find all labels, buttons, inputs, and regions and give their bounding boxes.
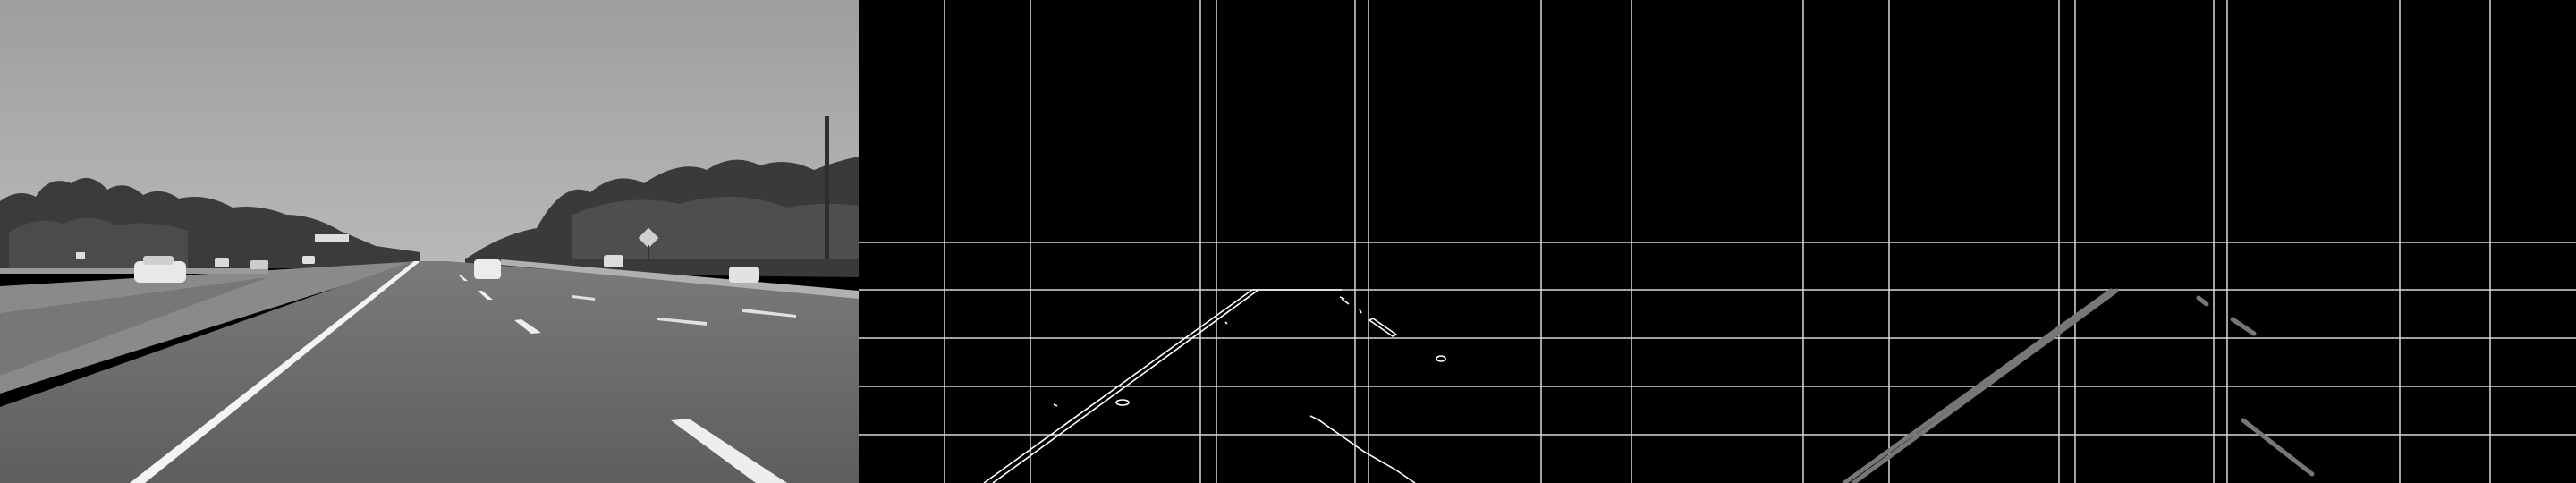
grid-lines: [859, 0, 1717, 483]
utility-pole-icon: [825, 116, 829, 259]
car-icon: [302, 256, 315, 264]
road-surface: [0, 261, 859, 483]
right-hill-highlight: [572, 196, 859, 259]
left-grass: [0, 261, 420, 394]
car-icon: [215, 258, 229, 267]
diamond-road-sign-icon: [638, 227, 659, 261]
car-icon: [474, 259, 501, 279]
original-road-image: [0, 0, 859, 483]
edge-detection-view: [859, 0, 1717, 483]
right-guardrail: [501, 259, 859, 299]
hough-lines-view: [1717, 0, 2576, 483]
left-lane-line: [130, 261, 420, 483]
far-lane-markings: [572, 295, 796, 326]
edge-lines: [983, 289, 1446, 483]
grid-lines: [1717, 0, 2576, 483]
edges-canvas: [859, 0, 1717, 483]
left-sign-post: [76, 252, 85, 259]
overhead-sign: [315, 234, 349, 242]
car-icon: [604, 255, 623, 267]
left-grass-shade: [0, 277, 268, 376]
lines-canvas: [1717, 0, 2576, 483]
car-icon: [250, 260, 268, 269]
dashed-lane-markings: [459, 275, 787, 483]
car-icon: [134, 256, 186, 283]
hough-lane-lines: [1842, 288, 2315, 483]
car-icon: [729, 267, 759, 283]
left-trees-highlight: [9, 217, 188, 268]
road-scene: [0, 0, 859, 483]
